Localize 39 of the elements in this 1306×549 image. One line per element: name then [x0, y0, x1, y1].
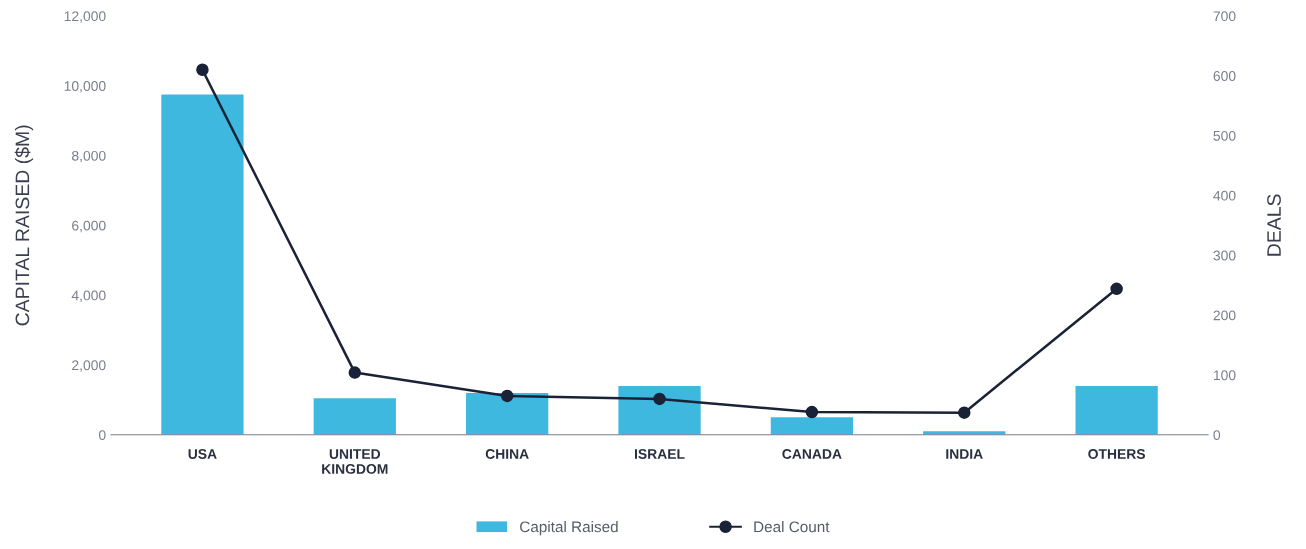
x-tick-label: OTHERS — [1088, 449, 1146, 459]
y-tick-label: 4,000 — [71, 290, 106, 302]
point — [196, 63, 209, 77]
bar — [1075, 385, 1158, 435]
point — [805, 405, 819, 419]
point — [500, 389, 514, 403]
x-tick-label: INDIA — [946, 449, 983, 459]
y2-tick-label: 300 — [1213, 250, 1236, 261]
y-tick-label: 0 — [98, 430, 106, 440]
y-tick-label: 6,000 — [72, 220, 106, 233]
x-tick-label: UNITED KINGDOM — [322, 449, 388, 474]
bar — [770, 417, 854, 435]
bar — [161, 94, 244, 435]
point — [958, 406, 971, 419]
bar — [618, 385, 701, 435]
y2-tick-label: 400 — [1213, 190, 1236, 201]
legend-label: Deal Count — [754, 521, 830, 533]
x-tick-label: USA — [188, 449, 217, 459]
y2-tick-label: 0 — [1213, 430, 1221, 440]
point — [653, 392, 666, 406]
y-tick-label: 10,000 — [64, 81, 106, 93]
y2-tick-label: 500 — [1213, 130, 1236, 141]
y-tick-label: 2,000 — [72, 360, 106, 372]
y2-tick-label: 200 — [1213, 310, 1236, 321]
x-tick-label: CANADA — [782, 449, 842, 459]
point — [1110, 282, 1123, 296]
y2-tick-label: 700 — [1213, 11, 1236, 22]
y-tick-label: 12,000 — [64, 11, 106, 23]
y-tick-label: 8,000 — [72, 150, 106, 163]
legend-label: Capital Raised — [520, 521, 618, 536]
x-tick-label: CHINA — [485, 449, 529, 459]
y2-tick-label: 600 — [1213, 71, 1236, 81]
point — [348, 366, 362, 379]
bar — [313, 398, 396, 435]
y-axis-title: CAPITAL RAISED ($M) — [14, 125, 34, 326]
y2-axis-title: DEALS — [1267, 194, 1281, 256]
x-tick-label: ISRAEL — [634, 449, 685, 459]
bar — [466, 392, 549, 435]
y2-tick-label: 100 — [1213, 370, 1236, 381]
